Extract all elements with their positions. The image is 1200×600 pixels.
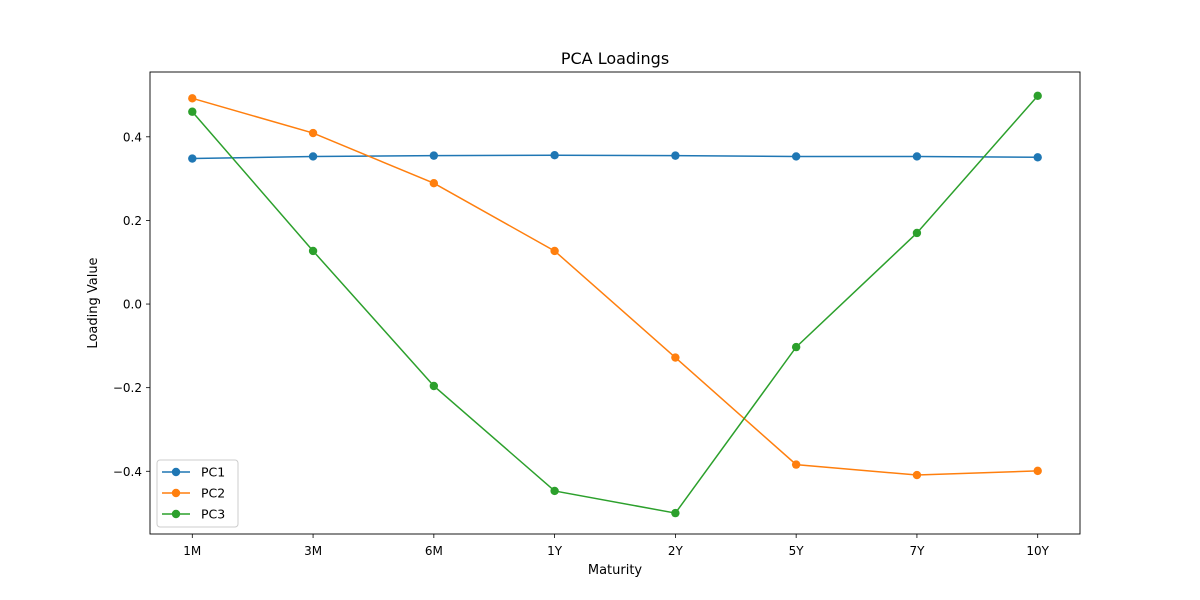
legend-marker-pc3 — [171, 509, 181, 519]
data-point-pc1-1y — [550, 151, 559, 160]
data-point-pc3-3m — [308, 246, 318, 256]
x-tick-label: 1Y — [547, 544, 563, 558]
chart-title: PCA Loadings — [561, 49, 669, 68]
data-point-pc1-5y — [791, 152, 801, 161]
x-tick-label: 1M — [183, 544, 201, 558]
data-point-pc1-10y — [1033, 153, 1042, 162]
data-point-pc2-2y — [671, 353, 680, 362]
axes-frame — [149, 71, 1081, 535]
x-tick-label: 2Y — [668, 544, 684, 558]
data-point-pc1-3m — [308, 152, 318, 161]
data-point-pc2-6m — [429, 179, 439, 188]
x-tick-label: 3M — [304, 544, 322, 558]
y-tick-label: 0.2 — [123, 214, 142, 228]
y-tick-label: −0.2 — [113, 381, 142, 395]
series-line-pc1 — [192, 154, 1038, 160]
data-point-pc1-7y — [912, 152, 922, 161]
data-point-pc3-1y — [550, 486, 559, 496]
data-point-pc3-6m — [429, 381, 439, 391]
y-axis-label: Loading Value — [86, 257, 101, 348]
legend: PC1 PC2 PC3 — [156, 459, 239, 528]
data-point-pc2-10y — [1033, 466, 1042, 476]
legend-marker-pc1 — [171, 467, 181, 477]
plot-area: 1M 3M 6M 1Y 2Y 5Y 7Y 10Y −0.4 −0.2 0.0 0.2 0.4 PC1 PC2… — [113, 71, 1081, 558]
series-line-pc3 — [191, 95, 1039, 514]
data-point-pc2-5y — [791, 460, 801, 469]
data-point-pc1-2y — [671, 151, 680, 160]
legend-label-pc2: PC2 — [201, 486, 225, 501]
y-tick-label: −0.4 — [113, 465, 142, 479]
data-point-pc3-1m — [188, 107, 197, 116]
data-point-pc2-7y — [912, 470, 922, 480]
x-tick-label: 6M — [425, 544, 443, 558]
data-point-pc3-7y — [912, 228, 922, 238]
data-point-pc2-1m — [188, 94, 197, 103]
x-tick-label: 5Y — [789, 544, 805, 558]
legend-label-pc3: PC3 — [201, 507, 225, 522]
legend-marker-pc2 — [171, 488, 181, 498]
data-point-pc2-1y — [550, 246, 559, 256]
data-point-pc1-6m — [429, 151, 439, 160]
y-tick-label: 0.0 — [123, 298, 142, 312]
x-axis-label: Maturity — [588, 563, 643, 578]
data-point-pc2-3m — [308, 128, 318, 138]
data-point-pc3-5y — [791, 342, 801, 352]
x-tick-label: 7Y — [909, 544, 925, 558]
data-point-pc3-2y — [671, 508, 680, 518]
data-point-pc3-10y — [1033, 91, 1042, 101]
x-tick-label: 10Y — [1026, 544, 1049, 558]
series-line-pc2 — [192, 97, 1038, 476]
data-point-pc1-1m — [188, 154, 197, 163]
y-tick-label: 0.4 — [123, 130, 142, 144]
legend-label-pc1: PC1 — [201, 465, 225, 480]
